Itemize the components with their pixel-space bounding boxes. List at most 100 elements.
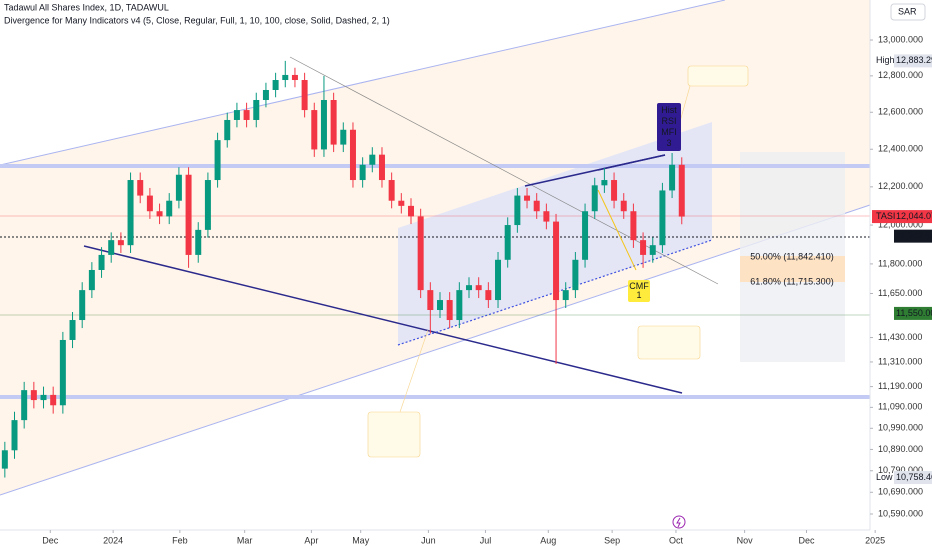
y-tick-label: 11,190.000	[878, 381, 922, 391]
candle-body	[466, 285, 473, 291]
x-tick-label: Jun	[421, 535, 436, 545]
candle-body	[398, 200, 405, 206]
candle-body	[504, 225, 511, 260]
channel-bottom	[0, 204, 871, 496]
candle-body	[243, 110, 250, 120]
y-tick-label: 12,200.000	[878, 181, 923, 191]
candle-body	[330, 100, 337, 145]
candle-body	[146, 195, 153, 212]
fib-label: 61.80% (11,715.300)	[750, 276, 833, 286]
price-label-box	[894, 229, 932, 243]
x-tick-label: May	[352, 535, 370, 545]
y-tick-label: 10,790.000	[878, 465, 923, 475]
candle-body	[437, 300, 443, 311]
price-label: 11,550.000	[896, 308, 932, 318]
candle-body	[649, 245, 656, 255]
candle-body	[272, 80, 279, 90]
y-tick-label: 12,400.000	[878, 144, 923, 154]
y-tick-label: 10,590.000	[878, 508, 923, 518]
trend-line	[83, 245, 683, 394]
candle-body	[79, 290, 86, 321]
x-tick-label: Feb	[172, 535, 188, 545]
candle-body	[11, 420, 18, 451]
annotation-box	[628, 280, 650, 302]
candle-body	[253, 100, 260, 120]
y-tick-label: 11,310.000	[878, 356, 922, 366]
candle-body	[137, 180, 144, 196]
candle-body	[514, 195, 521, 226]
candle-body	[369, 154, 376, 165]
price-label-name-box	[872, 210, 894, 224]
candle-body	[30, 390, 37, 401]
candle-body	[485, 290, 492, 301]
annotation-text: Hist	[661, 105, 677, 115]
candle-body	[640, 240, 647, 255]
x-tick-label: 2024	[103, 535, 123, 545]
candle-body	[417, 216, 424, 291]
candle-body	[630, 211, 637, 241]
candle-body	[359, 164, 366, 181]
price-label-box	[894, 306, 932, 320]
candle-body	[659, 190, 666, 246]
y-tick-label: 10,890.000	[878, 444, 923, 454]
annotation-text: 3	[666, 138, 671, 148]
candle-body	[427, 290, 434, 311]
candle-body	[591, 185, 598, 212]
candle-body	[446, 300, 453, 321]
candle-body	[349, 129, 356, 181]
x-tick-label: Apr	[304, 535, 318, 545]
candle-body	[195, 229, 202, 255]
candle-body	[543, 211, 550, 222]
y-tick-label: 12,600.000	[878, 107, 923, 117]
candle-body	[214, 140, 221, 181]
price-label-name: High	[876, 55, 895, 65]
candle-body	[282, 74, 289, 81]
candle-body	[233, 110, 240, 120]
candle-body	[572, 259, 579, 291]
divergence-line	[597, 154, 666, 171]
currency-box[interactable]	[890, 3, 926, 21]
x-tick-label: Sep	[604, 535, 620, 545]
candle-body	[21, 390, 28, 421]
candle-body	[98, 254, 105, 270]
annotation-text: MFI	[661, 127, 677, 137]
price-label: 10,758.460	[896, 472, 932, 482]
candle-body	[69, 320, 76, 340]
candle-body	[378, 154, 385, 181]
annotation-text: 1	[636, 290, 641, 300]
candle-body	[88, 269, 95, 291]
chart-subtitle: Divergence for Many Indicators v4 (5, Cl…	[4, 15, 390, 25]
price-label: 12,044.070	[896, 211, 932, 221]
x-tick-label: Jul	[480, 535, 492, 545]
candle-body	[291, 74, 298, 81]
note-box	[367, 411, 421, 458]
candle-body	[185, 174, 192, 255]
price-label-name: Low	[876, 472, 893, 482]
y-tick-label: 11,800.000	[878, 258, 922, 268]
channel-top	[0, 0, 726, 166]
candle-body	[127, 180, 134, 246]
candle-body	[262, 89, 269, 101]
y-tick-label: 13,000.000	[878, 34, 923, 44]
currency: SAR	[898, 6, 917, 16]
candle-body	[553, 221, 560, 301]
event-icon[interactable]	[672, 515, 686, 529]
price-label-box	[894, 54, 932, 68]
x-tick-label: Mar	[237, 535, 253, 545]
candle-body	[166, 200, 173, 217]
price-label: 12,883.290	[896, 55, 932, 65]
cmf-line	[597, 189, 637, 271]
candle-body	[224, 119, 231, 141]
price-label-box	[894, 210, 932, 224]
candle-body	[117, 240, 124, 246]
note-pointer	[399, 329, 429, 413]
candle-body	[108, 240, 115, 255]
candle-body	[40, 394, 47, 401]
candle-body	[678, 164, 685, 217]
candle-body	[524, 195, 531, 201]
annotation-box	[657, 103, 681, 151]
x-tick-label: Nov	[737, 535, 754, 545]
y-tick-label: 11,430.000	[878, 332, 922, 342]
x-tick-label: 2025	[865, 535, 885, 545]
